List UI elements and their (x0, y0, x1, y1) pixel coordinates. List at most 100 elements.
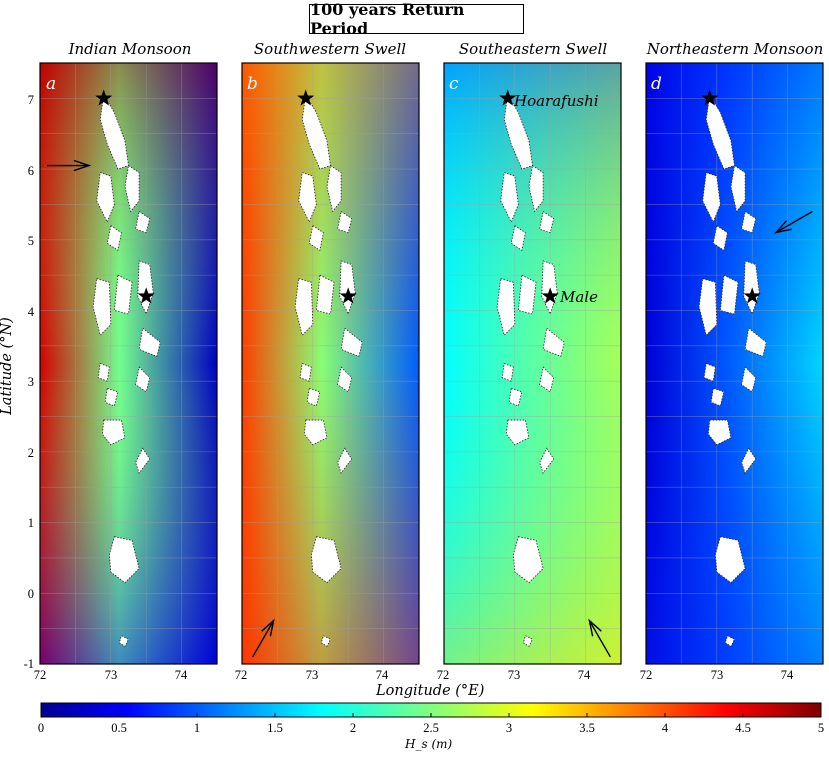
colorbar-tick-label: 5 (817, 721, 825, 735)
atoll-shape (298, 172, 317, 224)
atoll-shape (337, 447, 353, 474)
wave-direction-arrow (252, 618, 275, 658)
atoll-shape (528, 164, 544, 213)
x-tick-label: 73 (305, 668, 319, 682)
x-tick-label: 72 (436, 668, 450, 682)
x-tick-label: 72 (234, 668, 248, 682)
star-marker-male (743, 287, 761, 304)
atoll-shape (310, 536, 342, 584)
atoll-shape (340, 327, 363, 357)
x-tick-label: 73 (710, 668, 724, 682)
atoll-shape (508, 387, 523, 407)
star-marker-hoarafushi (499, 89, 517, 106)
x-tick-label: 73 (507, 668, 521, 682)
atoll-shape (501, 362, 514, 382)
atoll-shape (714, 536, 746, 584)
x-tick-label: 74 (375, 668, 389, 682)
atoll-shape (108, 536, 140, 584)
atoll-shape (124, 164, 140, 213)
atoll-shape (299, 362, 312, 382)
atoll-shape (741, 366, 757, 393)
wave-direction-arrow (588, 618, 611, 658)
atoll-shape (496, 278, 516, 336)
atoll-shape (741, 447, 757, 474)
y-tick-label: 6 (27, 164, 34, 178)
atoll-shape (510, 224, 526, 252)
x-tick-label: 74 (174, 668, 188, 682)
panel-frame (443, 62, 622, 665)
panel-title-c: Southeastern Swell (458, 40, 608, 58)
panel-letter-c: c (449, 74, 459, 94)
map-panel-b (241, 62, 420, 665)
atoll-shape (101, 419, 126, 446)
colorbar-tick-label: 4 (661, 721, 669, 735)
y-tick-label: 4 (27, 305, 34, 319)
x-axis-label: Longitude (°E) (376, 683, 485, 699)
atoll-shape (99, 93, 129, 170)
atoll-shape (724, 635, 736, 647)
map-panel-c (443, 62, 622, 665)
annotation-male: Male (560, 288, 598, 306)
atoll-shape (315, 274, 335, 315)
atoll-shape (505, 419, 530, 446)
y-tick-label: 1 (27, 516, 34, 530)
atoll-shape (512, 536, 544, 584)
atoll-shape (96, 172, 115, 224)
colorbar-tick-label: 2 (349, 721, 357, 735)
atoll-shape (135, 210, 151, 234)
map-panel-a (39, 62, 218, 665)
panel-title-b: Southwestern Swell (253, 40, 407, 58)
atoll-shape (712, 224, 728, 252)
atoll-shape (135, 447, 151, 474)
colorbar-tick-label: 3.5 (579, 721, 595, 735)
atoll-shape (138, 327, 161, 357)
y-axis-label: Latitude (°N) (0, 317, 15, 415)
star-marker-male (541, 287, 559, 304)
colorbar (40, 702, 822, 718)
colorbar-tick-label: 1 (193, 721, 201, 735)
atoll-shape (303, 419, 328, 446)
atoll-shape (337, 366, 353, 393)
atoll-shape (539, 447, 555, 474)
atoll-shape (104, 387, 119, 407)
star-marker-hoarafushi (95, 89, 113, 106)
star-marker-male (339, 287, 357, 304)
y-tick-label: 7 (27, 93, 34, 107)
y-tick-label: 3 (27, 375, 34, 389)
atoll-shape (522, 635, 534, 647)
atoll-shape (500, 172, 519, 224)
y-tick-label: 5 (27, 234, 34, 248)
colorbar-label: H_s (m) (405, 737, 453, 751)
colorbar-tick-label: 0 (37, 721, 45, 735)
atoll-shape (301, 93, 331, 170)
figure-title: 100 years Return Period (309, 0, 524, 38)
atoll-shape (306, 387, 321, 407)
panel-letter-d: d (651, 74, 662, 94)
atoll-shape (730, 164, 746, 213)
atoll-shape (539, 366, 555, 393)
wave-direction-arrow (47, 159, 92, 172)
wave-direction-arrow (774, 210, 813, 234)
x-tick-label: 72 (33, 668, 47, 682)
atoll-shape (517, 274, 537, 315)
colorbar-tick-label: 4.5 (735, 721, 751, 735)
annotation-hoarafushi: Hoarafushi (514, 92, 599, 110)
atoll-shape (97, 362, 110, 382)
y-tick-label: 2 (27, 446, 34, 460)
atoll-shape (710, 387, 725, 407)
y-tick-label: 0 (27, 587, 34, 601)
atoll-shape (542, 327, 565, 357)
map-panel-d (645, 62, 824, 665)
panel-frame (645, 62, 824, 665)
atoll-shape (113, 274, 133, 315)
panel-letter-a: a (46, 74, 57, 94)
panel-title-d: Northeastern Monsoon (646, 40, 824, 58)
atoll-shape (308, 224, 324, 252)
atoll-shape (719, 274, 739, 315)
atoll-shape (698, 278, 718, 336)
atoll-shape (741, 210, 757, 234)
colorbar-tick-label: 3 (505, 721, 513, 735)
atoll-shape (503, 93, 533, 170)
panel-frame (241, 62, 420, 665)
